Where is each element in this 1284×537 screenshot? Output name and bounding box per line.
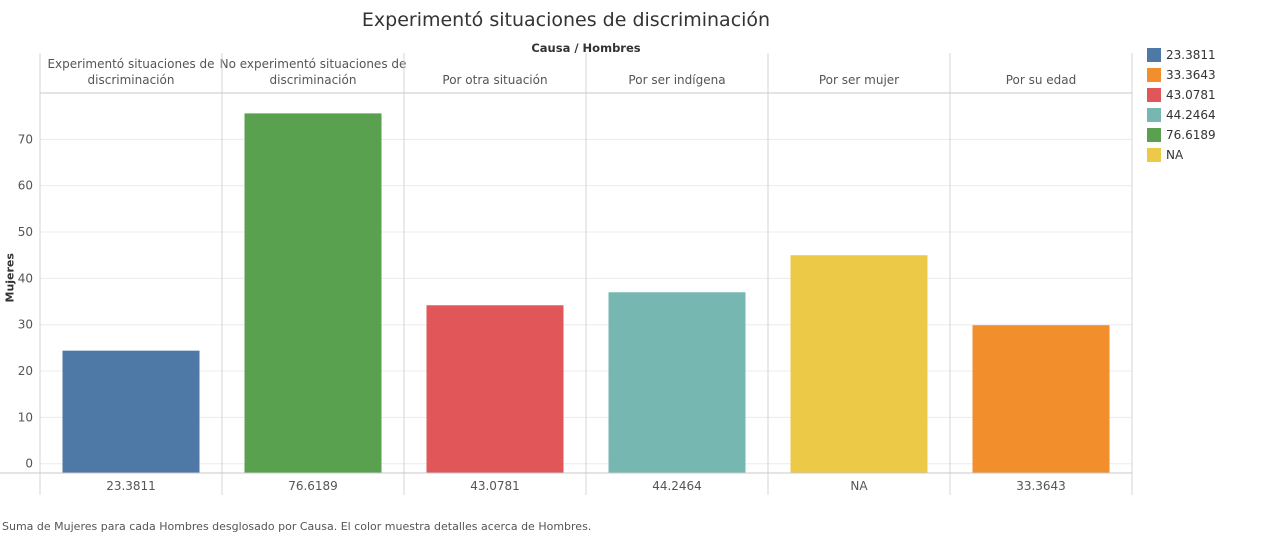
legend-swatch bbox=[1147, 68, 1161, 82]
category-label: Por ser mujer bbox=[819, 73, 899, 87]
hombres-value-label: 44.2464 bbox=[652, 479, 702, 493]
legend-swatch bbox=[1147, 148, 1161, 162]
legend-swatch bbox=[1147, 128, 1161, 142]
y-tick-label: 0 bbox=[25, 457, 33, 471]
bar bbox=[608, 292, 746, 473]
column-header-label: Causa / Hombres bbox=[531, 41, 641, 55]
y-tick-label: 10 bbox=[18, 410, 33, 424]
color-legend: 23.3811 33.3643 43.0781 44.2464 76.6189 NA bbox=[1147, 45, 1216, 165]
y-tick-label: 20 bbox=[18, 364, 33, 378]
bar bbox=[790, 255, 928, 473]
category-label: discriminación bbox=[270, 73, 357, 87]
legend-label: 23.3811 bbox=[1166, 48, 1216, 62]
legend-swatch bbox=[1147, 108, 1161, 122]
hombres-value-label: 23.3811 bbox=[106, 479, 156, 493]
category-label: Por su edad bbox=[1006, 73, 1077, 87]
y-tick-label: 40 bbox=[18, 271, 33, 285]
legend-label: 43.0781 bbox=[1166, 88, 1216, 102]
legend-swatch bbox=[1147, 48, 1161, 62]
y-tick-label: 50 bbox=[18, 225, 33, 239]
y-tick-label: 30 bbox=[18, 318, 33, 332]
bar bbox=[426, 305, 564, 473]
bar bbox=[62, 350, 200, 473]
hombres-value-label: 33.3643 bbox=[1016, 479, 1066, 493]
chart-title: Experimentó situaciones de discriminació… bbox=[361, 9, 771, 31]
legend-label: 76.6189 bbox=[1166, 128, 1216, 142]
y-tick-label: 70 bbox=[18, 132, 33, 146]
hombres-value-label: 43.0781 bbox=[470, 479, 520, 493]
category-label: discriminación bbox=[88, 73, 175, 87]
category-label: Por otra situación bbox=[442, 73, 547, 87]
legend-item[interactable]: 43.0781 bbox=[1147, 85, 1216, 105]
y-tick-label: 60 bbox=[18, 179, 33, 193]
bar bbox=[244, 113, 382, 473]
legend-label: 33.3643 bbox=[1166, 68, 1216, 82]
legend-item[interactable]: 76.6189 bbox=[1147, 125, 1216, 145]
legend-item[interactable]: 23.3811 bbox=[1147, 45, 1216, 65]
legend-item[interactable]: 33.3643 bbox=[1147, 65, 1216, 85]
bar-chart: 0 10 20 30 40 50 60 70 Experimentó situaciones d… bbox=[0, 53, 1133, 495]
legend-item[interactable]: 44.2464 bbox=[1147, 105, 1216, 125]
hombres-value-label: 76.6189 bbox=[288, 479, 338, 493]
legend-swatch bbox=[1147, 88, 1161, 102]
legend-label: NA bbox=[1166, 148, 1184, 162]
bar bbox=[972, 325, 1110, 473]
legend-item[interactable]: NA bbox=[1147, 145, 1216, 165]
category-label: No experimentó situaciones de bbox=[220, 57, 407, 71]
chart-caption: Suma de Mujeres para cada Hombres desglo… bbox=[2, 520, 592, 533]
hombres-value-label: NA bbox=[850, 479, 868, 493]
category-label: Por ser indígena bbox=[628, 73, 725, 87]
legend-label: 44.2464 bbox=[1166, 108, 1216, 122]
category-label: Experimentó situaciones de bbox=[47, 57, 214, 71]
